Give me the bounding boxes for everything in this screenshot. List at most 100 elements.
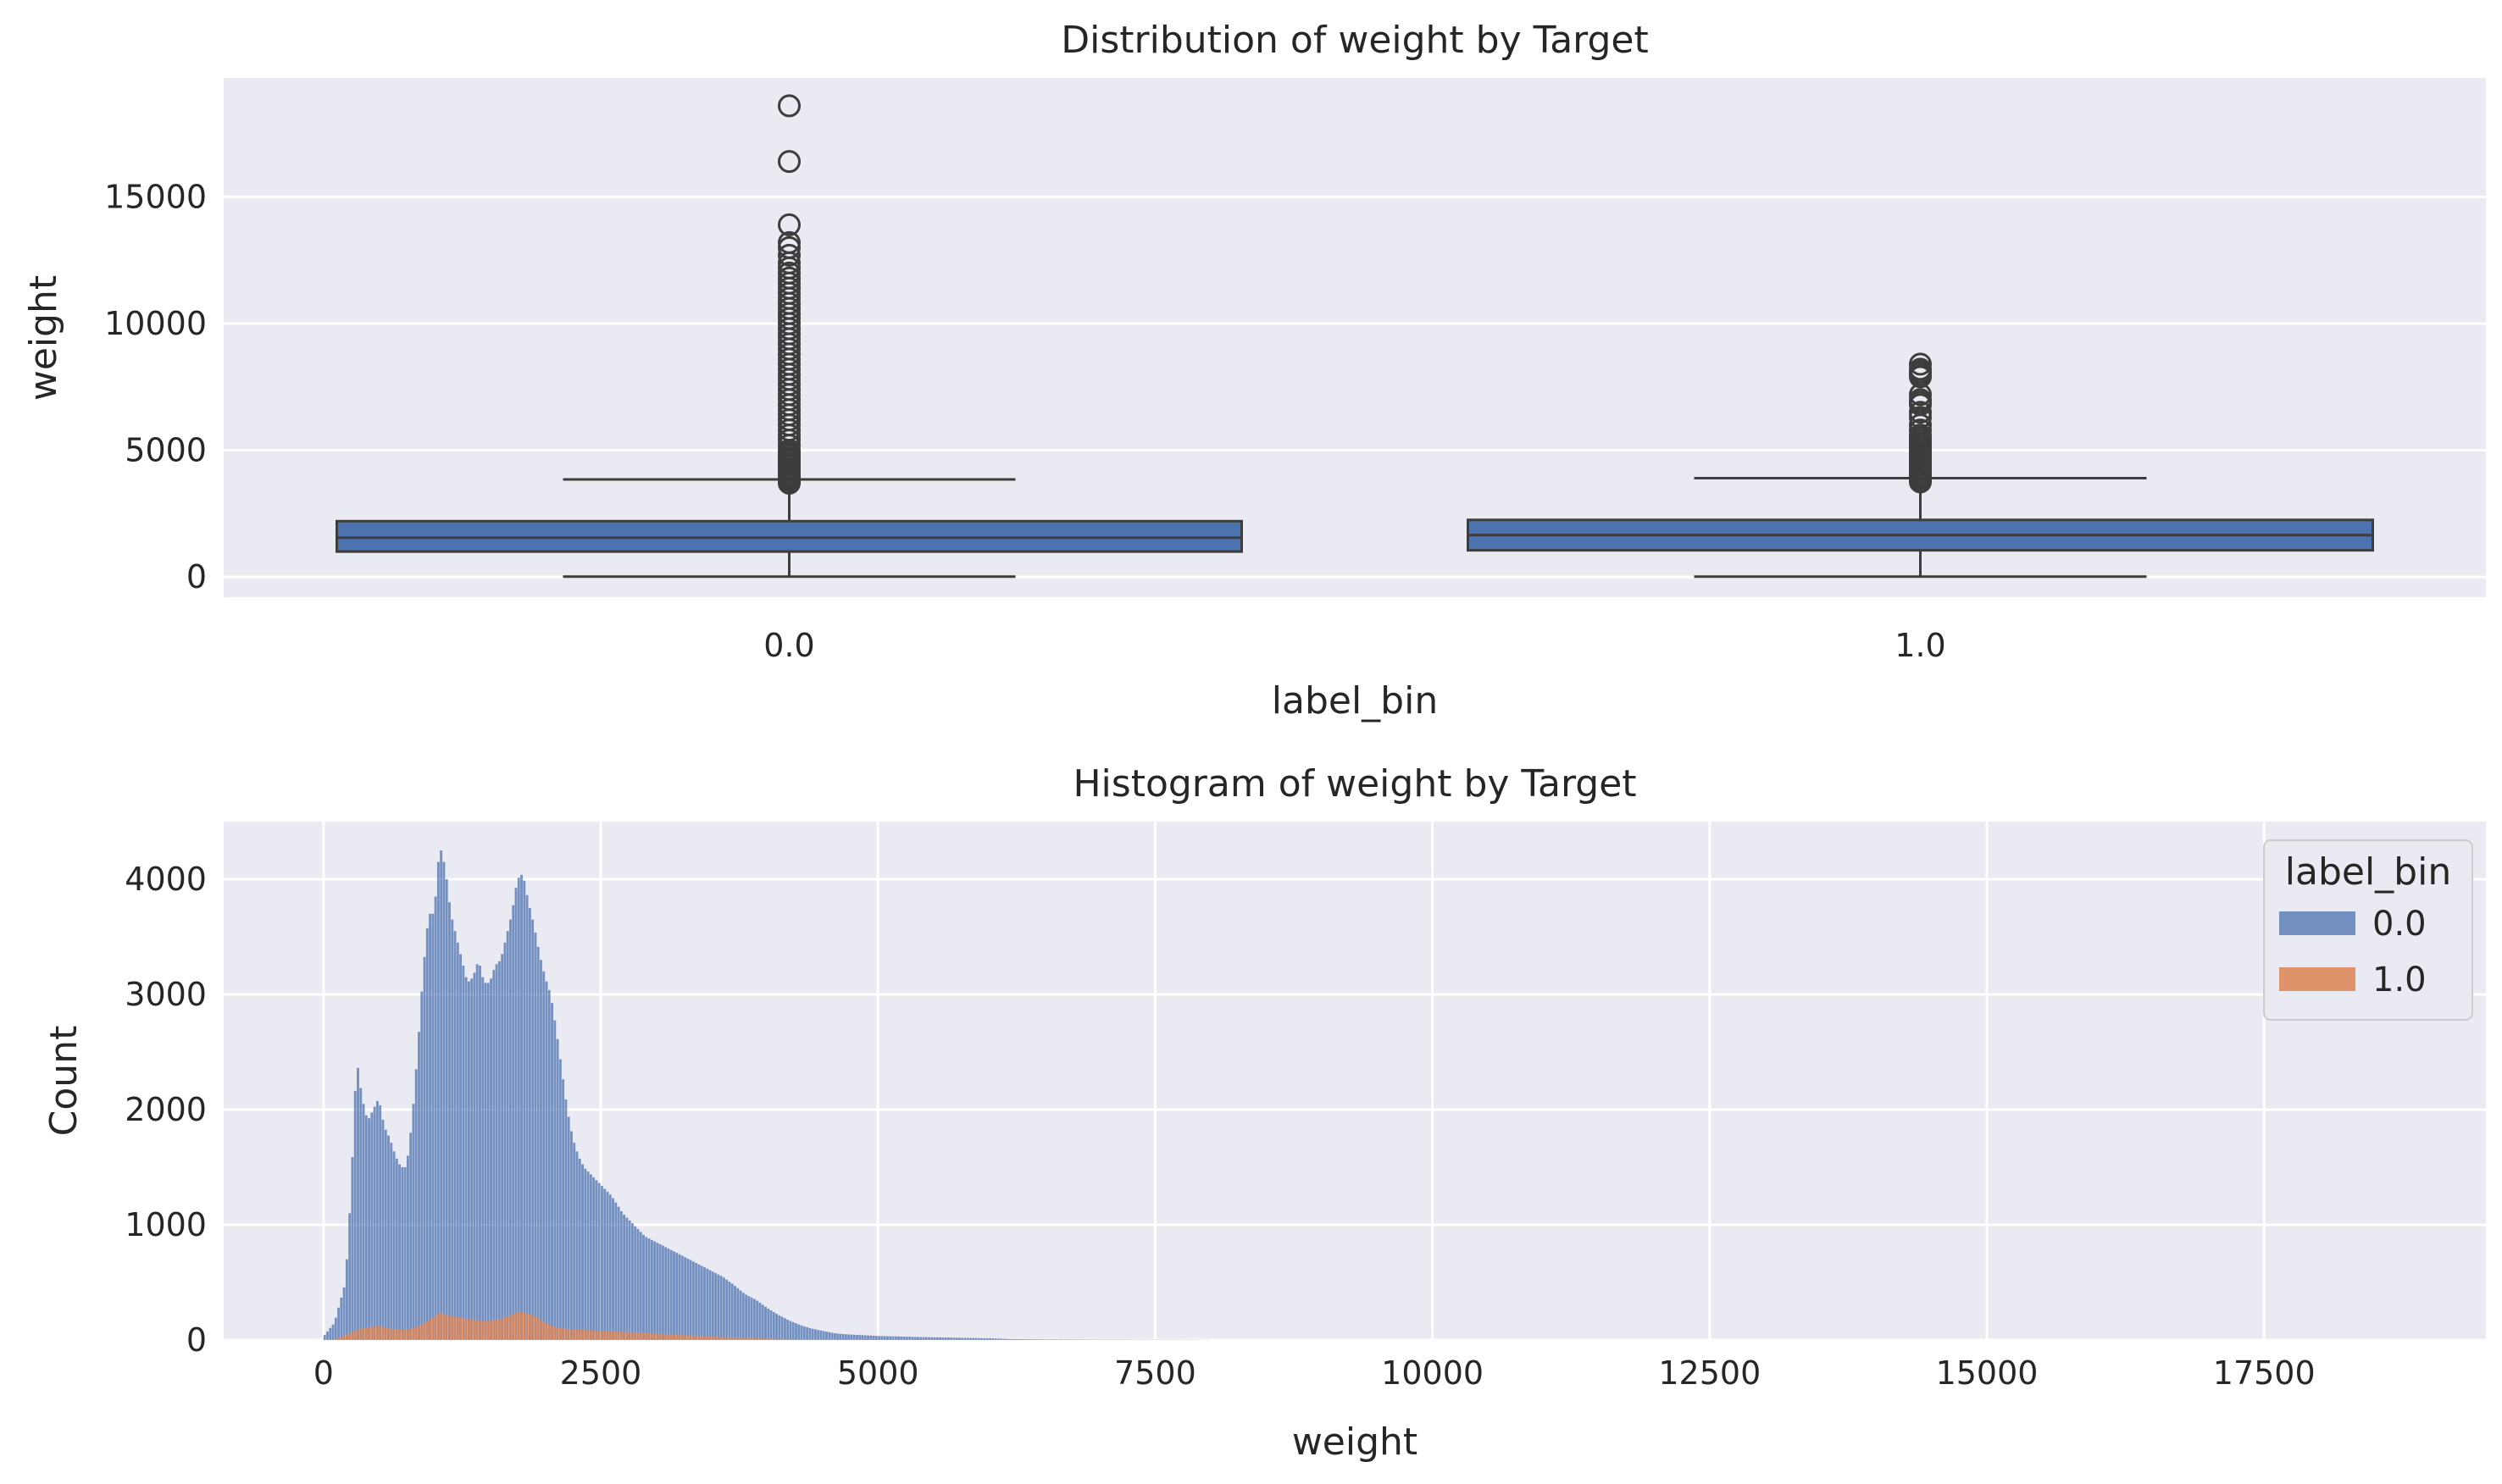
histogram-bar-0.0 [442, 861, 446, 1340]
boxplot-outlier [778, 243, 801, 267]
histogram-bar-0.0 [351, 1157, 354, 1340]
histogram-bar-1.0 [669, 1334, 673, 1340]
histogram-bar-0.0 [913, 1337, 917, 1340]
histogram-bar-1.0 [722, 1337, 725, 1340]
histogram-bar-0.0 [1055, 1339, 1058, 1340]
histogram-bar-0.0 [592, 1177, 596, 1340]
histogram-bar-0.0 [691, 1261, 695, 1340]
histogram-bar-0.0 [996, 1338, 1000, 1340]
histogram-bar-0.0 [1007, 1338, 1011, 1340]
histogram-bar-1.0 [608, 1331, 612, 1340]
histogram-bar-0.0 [850, 1334, 853, 1340]
histogram-bar-0.0 [440, 850, 443, 1340]
histogram-bar-0.0 [584, 1168, 587, 1340]
histogram-bar-0.0 [484, 983, 487, 1340]
histogram-bar-0.0 [756, 1300, 759, 1340]
histogram-bar-1.0 [673, 1334, 675, 1340]
histogram-x-tick-label: 12500 [1658, 1354, 1761, 1392]
histogram-bar-0.0 [567, 1116, 570, 1340]
histogram-bar-0.0 [969, 1337, 973, 1340]
histogram-bar-0.0 [772, 1312, 775, 1340]
histogram-bar-0.0 [1027, 1339, 1030, 1340]
histogram-bar-1.0 [689, 1335, 692, 1340]
histogram-bar-0.0 [495, 964, 498, 1340]
histogram-bar-0.0 [570, 1131, 573, 1340]
histogram-y-axis-label: Count [42, 1026, 86, 1137]
histogram-bar-0.0 [362, 1104, 365, 1340]
histogram-bar-0.0 [994, 1338, 997, 1340]
histogram-bar-1.0 [567, 1329, 570, 1340]
histogram-bar-0.0 [658, 1243, 662, 1340]
histogram-bar-1.0 [758, 1338, 762, 1340]
histogram-bar-1.0 [775, 1338, 779, 1340]
boxplot-title: Distribution of weight by Target [1061, 19, 1649, 62]
histogram-bar-0.0 [736, 1287, 740, 1340]
histogram-bar-0.0 [961, 1337, 964, 1340]
histogram-bar-1.0 [589, 1330, 592, 1340]
boxplot-outlier [778, 213, 801, 236]
histogram-bar-0.0 [453, 931, 457, 1340]
histogram-bar-0.0 [398, 1164, 402, 1340]
histogram-bar-0.0 [897, 1336, 900, 1340]
boxplot-outlier [778, 230, 801, 254]
histogram-bar-0.0 [462, 966, 465, 1340]
histogram-bar-0.0 [947, 1337, 950, 1340]
histogram-bar-0.0 [323, 1334, 326, 1340]
histogram-bar-0.0 [939, 1337, 942, 1340]
histogram-x-tick-label: 5000 [837, 1354, 919, 1392]
histogram-bar-0.0 [989, 1338, 991, 1340]
boxplot-plot-area [224, 78, 2486, 597]
histogram-bar-1.0 [680, 1335, 684, 1340]
histogram-bar-1.0 [556, 1327, 559, 1340]
histogram-bar-0.0 [357, 1067, 359, 1340]
histogram-bar-0.0 [1074, 1339, 1078, 1340]
histogram-bar-0.0 [531, 919, 535, 1340]
histogram-bar-0.0 [880, 1336, 884, 1340]
histogram-bar-0.0 [589, 1174, 592, 1340]
histogram-bar-1.0 [364, 1327, 368, 1340]
histogram-bar-1.0 [661, 1333, 664, 1340]
boxplot-x-tick-labels: 0.0 1.0 [763, 627, 1945, 664]
histogram-bar-0.0 [1057, 1339, 1061, 1340]
histogram-bar-0.0 [852, 1334, 856, 1340]
histogram-bar-1.0 [800, 1339, 803, 1340]
histogram-bar-0.0 [933, 1337, 936, 1340]
histogram-bar-0.0 [536, 946, 540, 1340]
histogram-bar-0.0 [1000, 1338, 1003, 1340]
histogram-bar-0.0 [373, 1106, 376, 1340]
histogram-bar-0.0 [479, 966, 481, 1340]
histogram-bar-1.0 [379, 1326, 382, 1340]
histogram-bar-0.0 [985, 1337, 989, 1340]
histogram-bar-1.0 [695, 1335, 698, 1340]
histogram-bar-1.0 [456, 1317, 459, 1340]
histogram-bar-1.0 [802, 1339, 806, 1340]
histogram-bar-0.0 [911, 1337, 914, 1340]
histogram-bar-1.0 [512, 1314, 515, 1340]
histogram-bar-0.0 [983, 1337, 986, 1340]
histogram-bar-0.0 [769, 1310, 773, 1340]
histogram-bar-1.0 [497, 1319, 501, 1340]
histogram-bar-1.0 [778, 1338, 781, 1340]
histogram-bar-0.0 [547, 989, 551, 1340]
histogram-bar-0.0 [429, 913, 432, 1340]
histogram-bar-0.0 [700, 1265, 703, 1340]
histogram-bar-1.0 [506, 1316, 509, 1340]
histogram-bar-0.0 [686, 1258, 690, 1340]
histogram-bar-0.0 [878, 1336, 881, 1340]
histogram-bar-0.0 [980, 1337, 984, 1340]
histogram-bar-0.0 [678, 1254, 681, 1340]
histogram-bar-0.0 [1022, 1339, 1025, 1340]
histogram-bar-1.0 [429, 1319, 432, 1340]
histogram-bar-1.0 [708, 1336, 712, 1340]
histogram-bar-0.0 [1052, 1339, 1056, 1340]
histogram-bar-1.0 [769, 1338, 773, 1340]
histogram-bar-0.0 [490, 978, 492, 1340]
histogram-bar-0.0 [703, 1267, 706, 1340]
histogram-bar-0.0 [340, 1297, 343, 1340]
histogram-bar-1.0 [570, 1329, 573, 1340]
histogram-bar-1.0 [392, 1328, 396, 1340]
histogram-bar-0.0 [758, 1302, 762, 1340]
histogram-bar-0.0 [364, 1115, 368, 1340]
histogram-bar-0.0 [628, 1220, 631, 1340]
histogram-bar-0.0 [1013, 1338, 1017, 1340]
